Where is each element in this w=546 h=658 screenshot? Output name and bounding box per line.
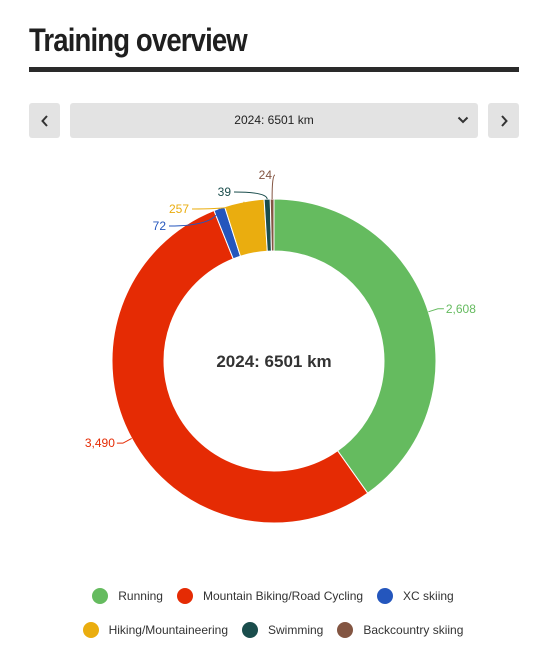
data-label: 2,608	[446, 302, 476, 316]
donut-slice-running[interactable]	[273, 198, 437, 494]
data-label-connector	[191, 201, 245, 210]
legend-item[interactable]: Swimming	[242, 622, 323, 638]
legend-item[interactable]: Running	[92, 588, 163, 604]
data-label: 72	[153, 219, 167, 233]
legend-item[interactable]: Mountain Biking/Road Cycling	[176, 588, 364, 604]
legend-swatch-icon	[92, 588, 109, 604]
year-select[interactable]: 2024: 6501 km	[70, 103, 478, 138]
legend-row: Running Mountain Biking/Road Cycling XC sk…	[0, 588, 546, 604]
legend-item[interactable]: Backcountry skiing	[337, 622, 463, 638]
legend-item[interactable]: Hiking/Mountaineering	[82, 622, 228, 638]
data-label-connector	[233, 191, 268, 200]
legend-item[interactable]: XC skiing	[377, 588, 454, 604]
legend-label: Mountain Biking/Road Cycling	[202, 589, 364, 603]
donut-slice-mountain-biking-road-cycling[interactable]	[111, 209, 369, 524]
legend-label: Hiking/Mountaineering	[108, 623, 228, 637]
legend-swatch-icon	[176, 588, 193, 604]
data-label-connector	[271, 174, 276, 200]
title-divider	[29, 67, 519, 72]
data-label: 257	[169, 202, 189, 216]
legend-swatch-icon	[337, 622, 354, 638]
data-label-connector	[428, 308, 444, 313]
legend-swatch-icon	[377, 588, 394, 604]
legend-label: Running	[118, 589, 163, 603]
page-title: Training overview	[29, 22, 248, 58]
chevron-right-icon	[500, 114, 508, 127]
next-year-button[interactable]	[488, 103, 519, 138]
legend-swatch-icon	[82, 622, 99, 638]
legend-label: Backcountry skiing	[363, 623, 464, 637]
legend-label: Swimming	[268, 623, 324, 637]
chevron-left-icon	[40, 114, 48, 127]
previous-year-button[interactable]	[29, 103, 60, 138]
year-select-value: 2024: 6501 km	[234, 113, 314, 127]
legend-swatch-icon	[242, 622, 258, 638]
legend-label: XC skiing	[403, 589, 454, 603]
donut-center-label: 2024: 6501 km	[216, 352, 331, 371]
data-label-connector	[116, 437, 132, 444]
data-label: 24	[259, 168, 273, 182]
data-label-connector	[168, 208, 220, 227]
data-label: 3,490	[85, 436, 115, 450]
data-label: 39	[218, 185, 232, 199]
donut-slice-backcountry-skiing[interactable]	[269, 198, 275, 252]
legend-row: Hiking/Mountaineering Swimming Backcountry…	[0, 622, 546, 638]
chevron-down-icon	[457, 116, 469, 124]
